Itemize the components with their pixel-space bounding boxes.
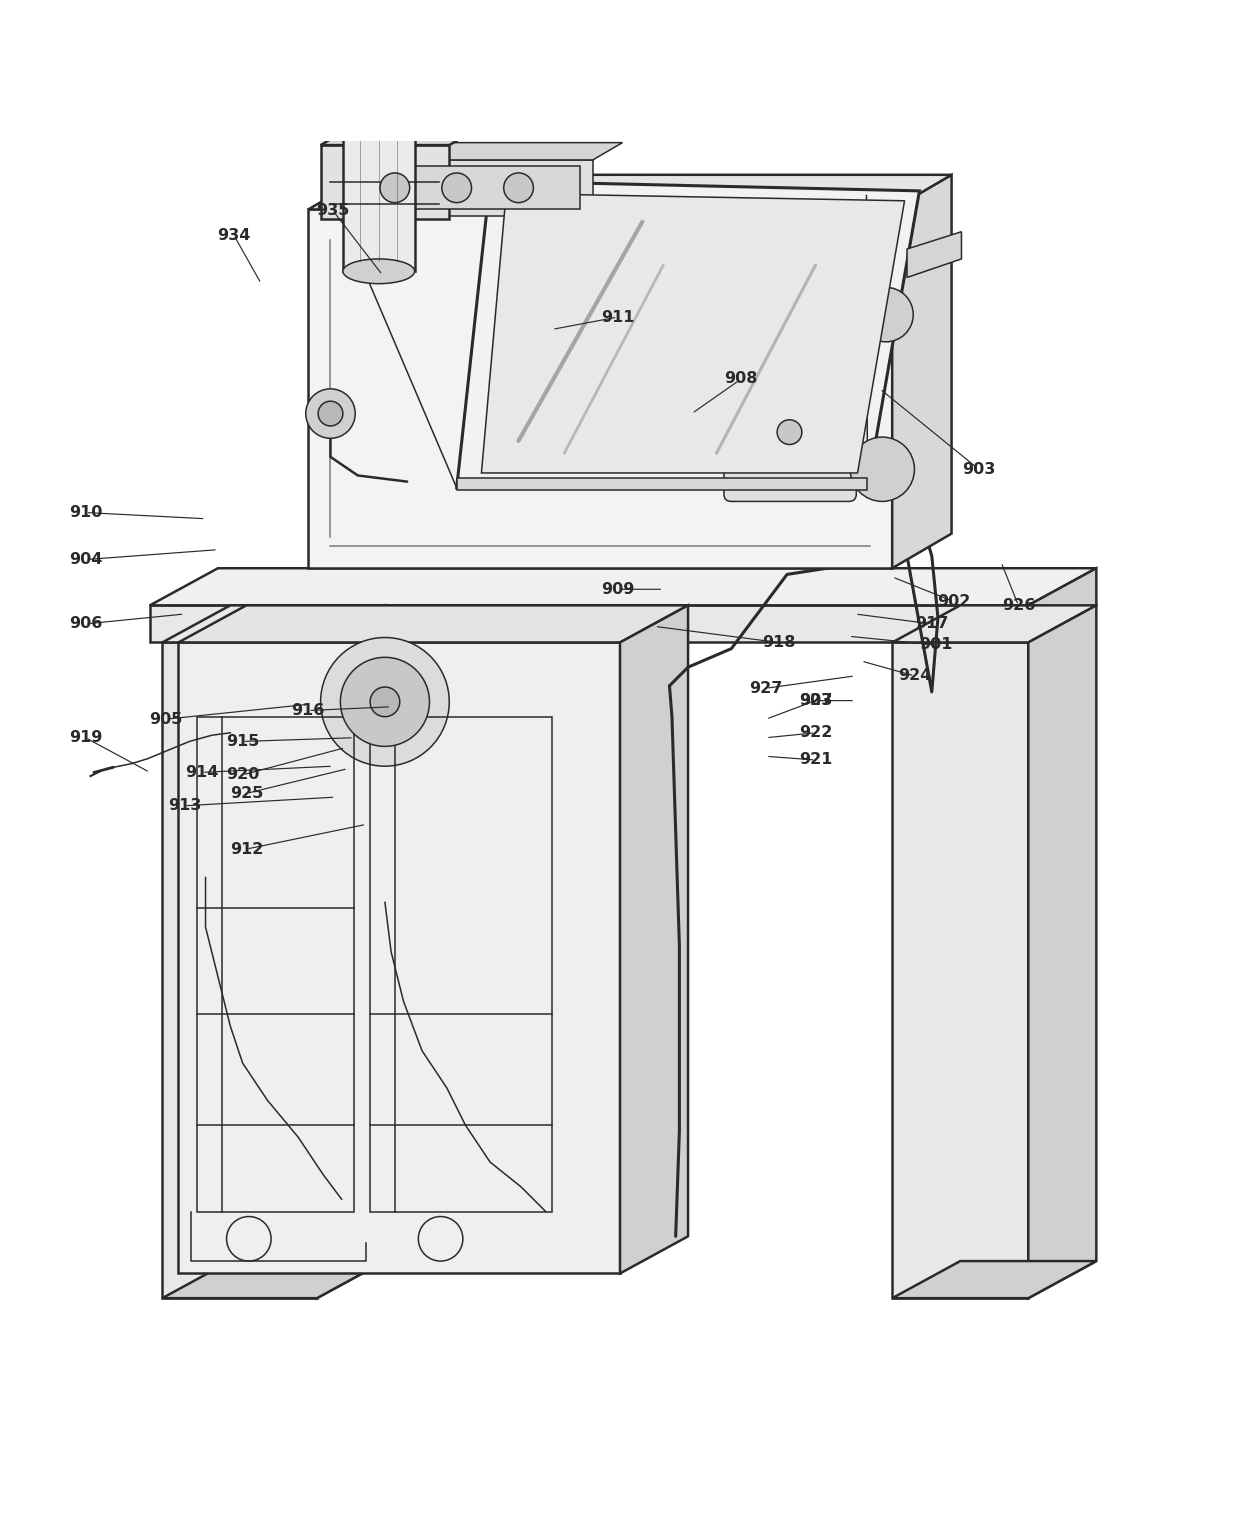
- Polygon shape: [481, 193, 904, 473]
- Text: 901: 901: [919, 637, 952, 652]
- Polygon shape: [893, 643, 1028, 1298]
- Polygon shape: [150, 605, 1028, 643]
- Polygon shape: [162, 643, 317, 1298]
- Polygon shape: [317, 605, 384, 1298]
- Text: 915: 915: [226, 734, 259, 749]
- Text: 921: 921: [799, 752, 832, 768]
- Text: 917: 917: [915, 617, 949, 631]
- FancyBboxPatch shape: [724, 450, 857, 502]
- Circle shape: [341, 657, 429, 746]
- Polygon shape: [893, 605, 1096, 643]
- Polygon shape: [179, 643, 620, 1274]
- FancyBboxPatch shape: [724, 331, 857, 385]
- Circle shape: [851, 438, 914, 502]
- Circle shape: [777, 420, 802, 444]
- Ellipse shape: [360, 79, 398, 100]
- Ellipse shape: [370, 79, 388, 91]
- Circle shape: [859, 287, 913, 342]
- Polygon shape: [620, 605, 688, 1274]
- Text: 905: 905: [149, 711, 182, 727]
- Text: 916: 916: [291, 704, 325, 717]
- Polygon shape: [162, 605, 384, 643]
- Text: 919: 919: [69, 730, 102, 745]
- Text: 926: 926: [1002, 597, 1035, 613]
- Circle shape: [370, 687, 399, 717]
- Polygon shape: [456, 181, 919, 488]
- Polygon shape: [334, 143, 622, 160]
- Polygon shape: [150, 568, 1096, 605]
- Circle shape: [441, 173, 471, 202]
- Polygon shape: [309, 210, 893, 568]
- Text: 925: 925: [229, 786, 263, 801]
- Text: 906: 906: [69, 617, 102, 631]
- Text: 918: 918: [761, 635, 795, 651]
- Text: 920: 920: [226, 768, 259, 783]
- Circle shape: [321, 637, 449, 766]
- Polygon shape: [309, 175, 951, 210]
- Text: 907: 907: [799, 693, 832, 708]
- Circle shape: [306, 389, 355, 438]
- Polygon shape: [345, 166, 580, 210]
- Text: 909: 909: [601, 582, 634, 597]
- Ellipse shape: [343, 74, 414, 109]
- Text: 934: 934: [217, 228, 250, 243]
- Text: 911: 911: [601, 310, 634, 325]
- Ellipse shape: [343, 258, 414, 284]
- Text: 904: 904: [69, 552, 102, 567]
- Text: 935: 935: [316, 204, 350, 219]
- Text: 914: 914: [185, 765, 218, 780]
- Polygon shape: [456, 477, 868, 491]
- Text: 922: 922: [799, 725, 832, 740]
- Text: 923: 923: [799, 693, 832, 708]
- Polygon shape: [906, 231, 961, 278]
- Polygon shape: [334, 160, 593, 216]
- Circle shape: [319, 401, 343, 426]
- Polygon shape: [893, 1262, 1096, 1298]
- Circle shape: [768, 410, 812, 454]
- Polygon shape: [893, 175, 951, 568]
- Text: 908: 908: [724, 371, 758, 386]
- Circle shape: [503, 173, 533, 202]
- Text: 913: 913: [167, 798, 201, 813]
- Text: 924: 924: [898, 669, 931, 684]
- Polygon shape: [179, 605, 688, 643]
- Text: 927: 927: [749, 681, 782, 696]
- Circle shape: [379, 173, 409, 202]
- Text: 903: 903: [962, 462, 996, 477]
- Text: 902: 902: [937, 594, 971, 610]
- Polygon shape: [1028, 605, 1096, 1298]
- Text: 910: 910: [69, 505, 102, 520]
- Polygon shape: [321, 125, 485, 144]
- Polygon shape: [1028, 568, 1096, 643]
- Polygon shape: [321, 144, 449, 219]
- Polygon shape: [162, 1262, 384, 1298]
- Polygon shape: [343, 91, 414, 271]
- Text: 912: 912: [229, 842, 263, 857]
